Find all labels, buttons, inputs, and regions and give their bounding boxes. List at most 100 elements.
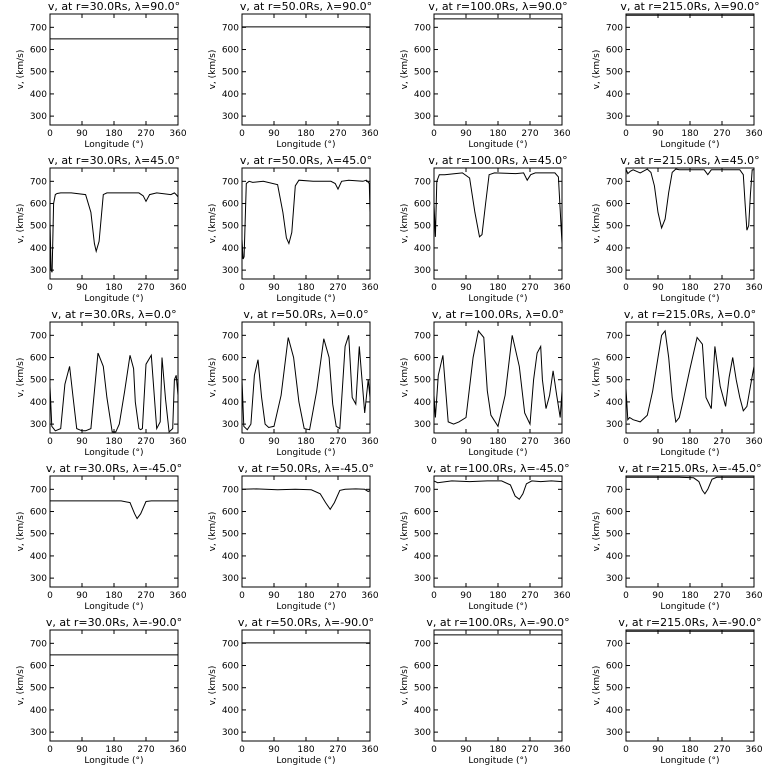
y-tick-label: 400 <box>414 244 431 254</box>
x-tick-label: 0 <box>431 437 437 447</box>
x-tick-label: 0 <box>623 591 629 601</box>
x-tick-label: 90 <box>76 591 88 601</box>
x-tick-label: 360 <box>169 283 186 293</box>
plot-frame <box>433 13 563 126</box>
y-tick-label: 700 <box>606 485 623 495</box>
y-tick-label: 300 <box>222 420 239 430</box>
x-axis-label: Longitude (°) <box>468 294 527 304</box>
panel-title: v, at r=50.0Rs, λ=45.0° <box>240 154 372 167</box>
x-tick-label: 180 <box>489 591 506 601</box>
series-line <box>625 168 754 231</box>
x-axis-label: Longitude (°) <box>84 140 143 150</box>
y-tick-label: 700 <box>30 23 47 33</box>
series-line <box>50 500 178 520</box>
x-tick-label: 180 <box>681 283 698 293</box>
x-tick-label: 90 <box>460 437 472 447</box>
x-tick-label: 360 <box>169 591 186 601</box>
y-tick-label: 300 <box>222 266 239 276</box>
x-tick-label: 270 <box>329 437 346 447</box>
y-tick-label: 400 <box>30 90 47 100</box>
panel-title: v, at r=50.0Rs, λ=-45.0° <box>238 462 374 475</box>
x-tick-label: 180 <box>681 745 698 755</box>
y-tick-label: 400 <box>414 552 431 562</box>
x-axis-label: Longitude (°) <box>276 140 335 150</box>
y-tick-label: 500 <box>606 376 623 386</box>
y-tick-label: 700 <box>222 177 239 187</box>
y-axis-label: v, (km/s) <box>16 204 26 244</box>
plot-frame <box>241 475 371 588</box>
plot-frame <box>49 321 179 434</box>
plot-frame <box>433 167 563 280</box>
chart-panel-15: v, at r=215.0Rs, λ=-45.0° 0 90 180 270 360 300… <box>592 462 763 612</box>
y-axis-label: v, (km/s) <box>16 358 26 398</box>
y-tick-label: 600 <box>222 662 239 672</box>
x-tick-label: 270 <box>329 129 346 139</box>
x-tick-label: 180 <box>105 437 122 447</box>
y-tick-label: 400 <box>30 706 47 716</box>
chart-panel-1: v, at r=50.0Rs, λ=90.0° 0 90 180 270 360 300 40… <box>208 0 379 150</box>
x-tick-label: 180 <box>105 129 122 139</box>
y-tick-label: 300 <box>414 574 431 584</box>
x-tick-label: 360 <box>553 129 570 139</box>
x-tick-label: 360 <box>745 129 762 139</box>
y-tick-label: 400 <box>606 706 623 716</box>
x-tick-label: 270 <box>713 745 730 755</box>
y-axis-label: v, (km/s) <box>16 512 26 552</box>
y-tick-label: 400 <box>30 244 47 254</box>
panel-title: v, at r=50.0Rs, λ=-90.0° <box>238 616 374 629</box>
y-axis-label: v, (km/s) <box>592 204 602 244</box>
x-tick-label: 360 <box>745 745 762 755</box>
plot-frame <box>241 629 371 742</box>
x-tick-label: 0 <box>239 437 245 447</box>
x-tick-label: 180 <box>105 745 122 755</box>
chart-panel-2: v, at r=100.0Rs, λ=90.0° 0 90 180 270 360 300 4… <box>400 0 571 150</box>
x-tick-label: 270 <box>713 591 730 601</box>
x-tick-label: 90 <box>652 283 664 293</box>
y-tick-label: 300 <box>222 112 239 122</box>
series-line <box>433 329 563 428</box>
chart-panel-11: v, at r=215.0Rs, λ=0.0° 0 90 180 270 360 300 40… <box>592 308 763 458</box>
chart-panel-16: v, at r=30.0Rs, λ=-90.0° 0 90 180 270 360 300 4… <box>16 616 187 766</box>
x-tick-label: 0 <box>239 745 245 755</box>
y-tick-label: 500 <box>30 222 47 232</box>
x-tick-label: 360 <box>745 283 762 293</box>
x-tick-label: 90 <box>652 437 664 447</box>
x-tick-label: 180 <box>489 283 506 293</box>
x-tick-label: 360 <box>361 283 378 293</box>
y-tick-label: 300 <box>606 266 623 276</box>
x-tick-label: 90 <box>460 745 472 755</box>
y-tick-label: 700 <box>414 639 431 649</box>
y-tick-label: 400 <box>606 552 623 562</box>
plot-frame <box>625 167 755 280</box>
x-tick-label: 0 <box>431 129 437 139</box>
x-tick-label: 360 <box>361 591 378 601</box>
x-tick-label: 180 <box>681 437 698 447</box>
plot-frame <box>241 13 371 126</box>
y-tick-label: 500 <box>222 684 239 694</box>
chart-panel-5: v, at r=50.0Rs, λ=45.0° 0 90 180 270 360 300 40… <box>208 154 379 304</box>
panel-title: v, at r=100.0Rs, λ=-90.0° <box>426 616 569 629</box>
plot-frame <box>433 629 563 742</box>
x-axis-label: Longitude (°) <box>468 448 527 458</box>
y-tick-label: 700 <box>30 177 47 187</box>
x-tick-label: 180 <box>297 129 314 139</box>
x-axis-label: Longitude (°) <box>276 756 335 766</box>
y-tick-label: 700 <box>606 639 623 649</box>
x-tick-label: 360 <box>361 129 378 139</box>
plot-frame <box>625 475 755 588</box>
x-axis-label: Longitude (°) <box>660 294 719 304</box>
x-tick-label: 90 <box>460 129 472 139</box>
plot-frame <box>49 167 179 280</box>
y-tick-label: 300 <box>222 728 239 738</box>
x-tick-label: 360 <box>361 745 378 755</box>
y-axis-label: v, (km/s) <box>208 204 218 244</box>
y-tick-label: 300 <box>30 112 47 122</box>
y-tick-label: 300 <box>30 420 47 430</box>
y-tick-label: 500 <box>414 222 431 232</box>
y-axis-label: v, (km/s) <box>592 666 602 706</box>
x-tick-label: 180 <box>105 283 122 293</box>
x-tick-label: 90 <box>76 283 88 293</box>
y-tick-label: 600 <box>414 508 431 518</box>
x-tick-label: 90 <box>76 129 88 139</box>
y-tick-label: 600 <box>222 46 239 56</box>
